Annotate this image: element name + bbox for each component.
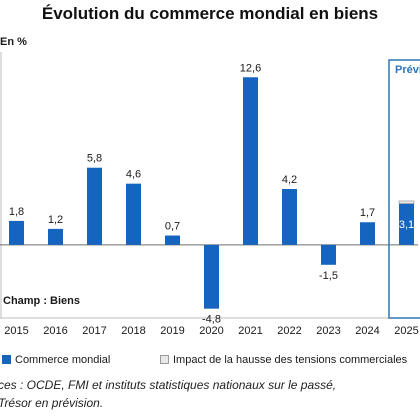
source-line-2: Trésor en prévision. — [0, 396, 104, 410]
forecast-box — [388, 59, 420, 319]
annotation-champ: Champ : Biens — [3, 295, 80, 307]
impact-bar-2025 — [398, 200, 415, 204]
x-tick-2016: 2016 — [43, 325, 67, 337]
x-tick-2019: 2019 — [160, 325, 184, 337]
data-label-2025: 3,1 — [399, 219, 414, 231]
bar-2024 — [360, 222, 375, 245]
data-label-2022: 4,2 — [282, 174, 297, 186]
unit-label: En % — [0, 36, 27, 48]
x-tick-2024: 2024 — [355, 325, 379, 337]
source-line-1: ces : OCDE, FMI et instituts statistique… — [0, 378, 337, 392]
data-label-2019: 0,7 — [165, 221, 180, 233]
data-label-2021: 12,6 — [240, 62, 261, 74]
bar-2017 — [87, 167, 102, 245]
x-tick-2025: 2025 — [394, 325, 418, 337]
data-label-2018: 4,6 — [126, 169, 141, 181]
chart-title: Évolution du commerce mondial en biens — [41, 4, 379, 23]
x-tick-2018: 2018 — [121, 325, 145, 337]
legend-item-commerce: Commerce mondial — [2, 354, 110, 366]
x-tick-2020: 2020 — [199, 325, 223, 337]
x-tick-2021: 2021 — [238, 325, 262, 337]
x-tick-2023: 2023 — [316, 325, 340, 337]
data-label-2017: 5,8 — [87, 153, 102, 165]
bar-chart: Prévis 1,8 2015 1,2 2016 5,8 2017 4,6 2018 0,7 201… — [0, 52, 420, 337]
data-label-2015: 1,8 — [9, 206, 24, 218]
data-label-2020: -4,8 — [202, 314, 221, 326]
bar-2021 — [243, 77, 258, 245]
bar-2022 — [282, 188, 297, 245]
legend-swatch-commerce — [2, 355, 11, 364]
source-note: ces : OCDE, FMI et instituts statistique… — [0, 376, 420, 412]
bar-2023 — [321, 244, 336, 265]
legend-label-commerce: Commerce mondial — [15, 354, 111, 366]
data-label-2016: 1,2 — [48, 214, 63, 226]
legend-label-impact: Impact de la hausse des tensions commerc… — [173, 354, 408, 366]
x-tick-2022: 2022 — [277, 325, 301, 337]
bar-2016 — [48, 228, 63, 245]
legend-swatch-impact — [160, 355, 169, 364]
bar-2015 — [9, 220, 24, 245]
bar-2020 — [204, 244, 219, 309]
data-label-2024: 1,7 — [360, 207, 375, 219]
data-label-2023: -1,5 — [319, 270, 338, 282]
x-tick-2017: 2017 — [82, 325, 106, 337]
legend: Commerce mondial Impact de la hausse des… — [0, 354, 420, 370]
legend-item-impact: Impact de la hausse des tensions commerc… — [160, 354, 407, 366]
bar-2018 — [126, 183, 141, 245]
bar-2019 — [165, 235, 180, 245]
bar-2025 — [399, 203, 414, 245]
x-tick-2015: 2015 — [4, 325, 28, 337]
forecast-label: Prévis — [395, 64, 420, 76]
